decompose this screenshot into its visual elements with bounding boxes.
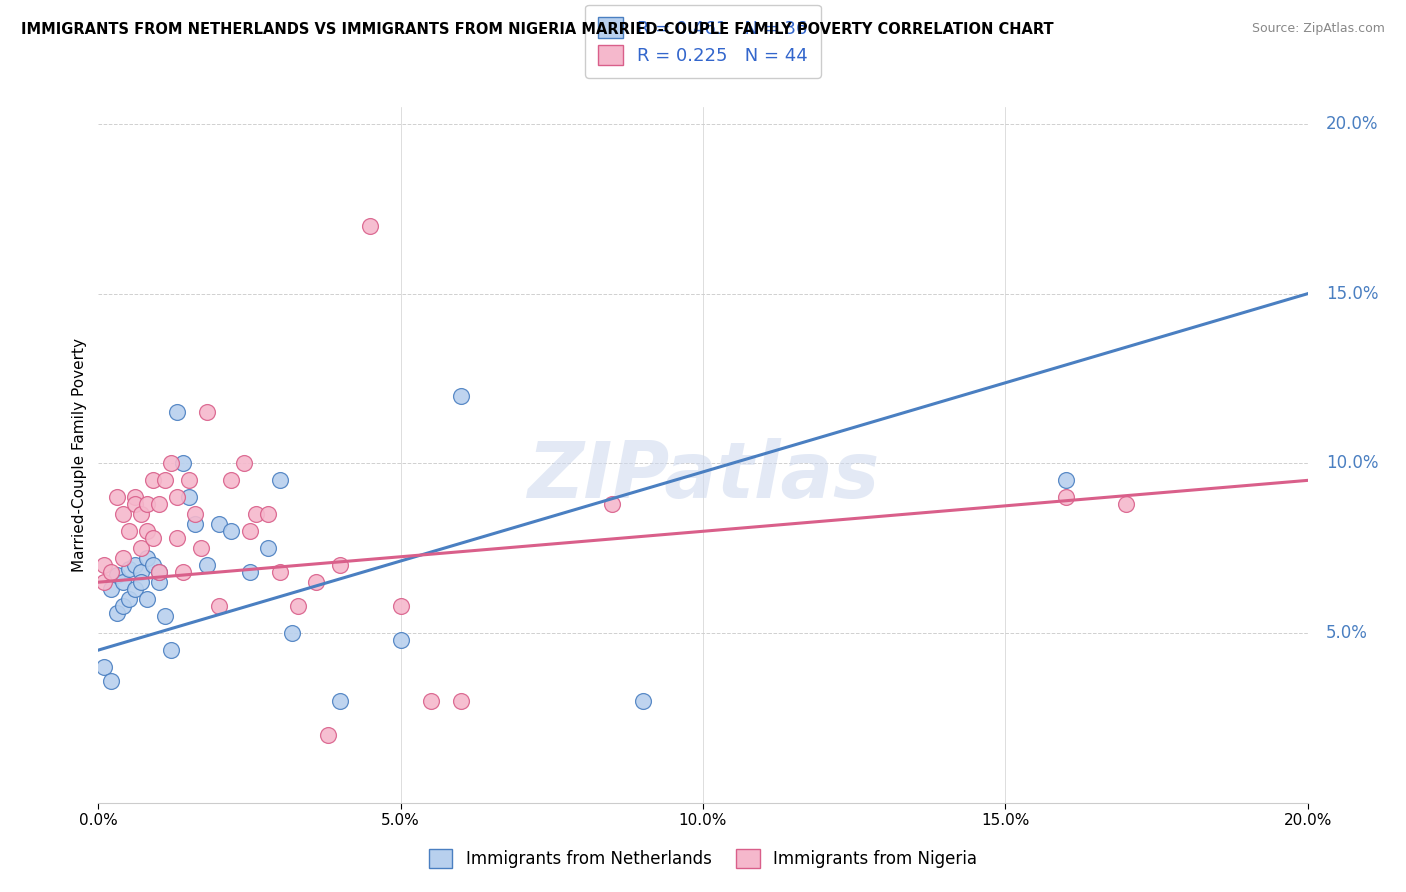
Point <box>360 219 382 233</box>
Point <box>100 565 122 579</box>
Point <box>118 524 141 539</box>
Point <box>135 497 157 511</box>
Point <box>105 491 128 505</box>
Point <box>450 388 472 402</box>
Point <box>160 457 183 471</box>
Point <box>239 565 262 579</box>
Point <box>93 558 115 573</box>
Point <box>111 508 134 522</box>
Point <box>281 626 304 640</box>
Text: Source: ZipAtlas.com: Source: ZipAtlas.com <box>1251 22 1385 36</box>
Point <box>93 660 115 674</box>
Point <box>118 561 141 575</box>
Point <box>129 565 152 579</box>
Point <box>256 508 278 522</box>
Point <box>177 491 201 505</box>
Text: 5.0%: 5.0% <box>1326 624 1368 642</box>
Point <box>287 599 309 613</box>
Point <box>232 457 254 471</box>
Point <box>166 491 188 505</box>
Point <box>105 606 128 620</box>
Point <box>269 474 291 488</box>
Point <box>118 592 141 607</box>
Point <box>195 558 218 573</box>
Point <box>124 497 146 511</box>
Point <box>142 531 165 545</box>
Text: 20.0%: 20.0% <box>1326 115 1378 133</box>
Point <box>419 694 441 708</box>
Point <box>129 541 152 556</box>
Point <box>129 508 152 522</box>
Point <box>105 568 128 582</box>
Point <box>1054 491 1077 505</box>
Point <box>177 474 201 488</box>
Point <box>135 524 157 539</box>
Point <box>1115 497 1137 511</box>
Point <box>93 575 115 590</box>
Point <box>172 457 194 471</box>
Point <box>329 558 352 573</box>
Point <box>184 508 207 522</box>
Point <box>148 565 170 579</box>
Text: IMMIGRANTS FROM NETHERLANDS VS IMMIGRANTS FROM NIGERIA MARRIED-COUPLE FAMILY POV: IMMIGRANTS FROM NETHERLANDS VS IMMIGRANT… <box>21 22 1053 37</box>
Point <box>631 694 654 708</box>
Point <box>256 541 278 556</box>
Point <box>160 643 183 657</box>
Point <box>135 551 157 566</box>
Point <box>166 405 188 419</box>
Point <box>389 632 412 647</box>
Point <box>148 575 170 590</box>
Text: 15.0%: 15.0% <box>1326 285 1378 302</box>
Point <box>148 565 170 579</box>
Point <box>269 565 291 579</box>
Point <box>135 592 157 607</box>
Text: 10.0%: 10.0% <box>1326 454 1378 473</box>
Point <box>184 517 207 532</box>
Point <box>245 508 267 522</box>
Point <box>239 524 262 539</box>
Point <box>129 575 152 590</box>
Point <box>111 551 134 566</box>
Point <box>142 558 165 573</box>
Point <box>111 575 134 590</box>
Point <box>195 405 218 419</box>
Legend: Immigrants from Netherlands, Immigrants from Nigeria: Immigrants from Netherlands, Immigrants … <box>422 842 984 874</box>
Point <box>153 609 176 624</box>
Point <box>142 474 165 488</box>
Point <box>124 558 146 573</box>
Point <box>1054 474 1077 488</box>
Point <box>450 694 472 708</box>
Point <box>124 582 146 596</box>
Point <box>166 531 188 545</box>
Point <box>221 474 243 488</box>
Point <box>329 694 352 708</box>
Point <box>305 575 328 590</box>
Point <box>153 474 176 488</box>
Point <box>389 599 412 613</box>
Point <box>316 728 339 742</box>
Point <box>124 491 146 505</box>
Point <box>602 497 624 511</box>
Point <box>172 565 194 579</box>
Point <box>208 517 231 532</box>
Point <box>100 582 122 596</box>
Point <box>208 599 231 613</box>
Point <box>190 541 212 556</box>
Point <box>111 599 134 613</box>
Point <box>221 524 243 539</box>
Point <box>148 497 170 511</box>
Y-axis label: Married-Couple Family Poverty: Married-Couple Family Poverty <box>72 338 87 572</box>
Point <box>100 673 122 688</box>
Text: ZIPatlas: ZIPatlas <box>527 438 879 514</box>
